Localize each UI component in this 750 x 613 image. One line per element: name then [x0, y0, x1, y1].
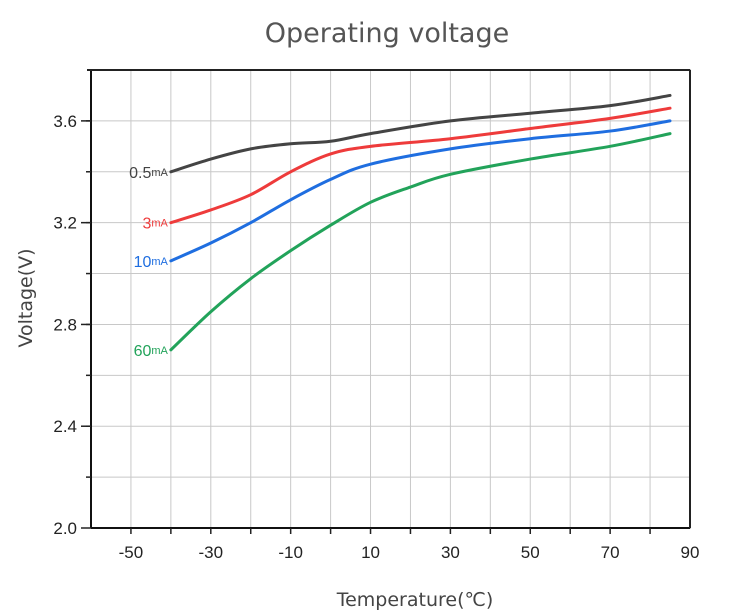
- series-label-60mA: 60mA: [134, 343, 169, 360]
- plot-frame: [90, 69, 691, 529]
- series-label-value: 0.5: [129, 165, 151, 182]
- series-line-3mA: [169, 106, 672, 225]
- y-tick-label: 3.6: [53, 112, 77, 131]
- y-tick-label: 2.8: [53, 315, 77, 334]
- series-label-value: 60: [134, 343, 152, 360]
- x-tick-label: 70: [601, 543, 620, 562]
- series-label-10mA: 10mA: [134, 254, 169, 271]
- series-label-value: 10: [134, 254, 152, 271]
- y-tick-label: 3.2: [53, 214, 77, 233]
- x-tick-label: -10: [278, 543, 303, 562]
- series-label-unit: mA: [151, 218, 168, 230]
- x-axis-ticks: -50 -30 -10 10 30 50 70 90: [119, 528, 700, 562]
- y-tick-label: 2.4: [53, 417, 77, 436]
- chart-title: Operating voltage: [265, 18, 509, 49]
- x-tick-label: 10: [361, 543, 380, 562]
- series-label-3mA: 3mA: [142, 216, 168, 233]
- series-label-unit: mA: [151, 256, 168, 268]
- x-tick-label: -30: [199, 543, 224, 562]
- y-tick-label: 2.0: [53, 519, 77, 538]
- y-axis-label: Voltage(V): [15, 248, 37, 347]
- series-line-60mA: [169, 132, 672, 352]
- series-label-0.5mA: 0.5mA: [129, 165, 168, 182]
- x-tick-label: -50: [119, 543, 144, 562]
- series-label-unit: mA: [151, 167, 168, 179]
- x-axis-label: Temperature(℃): [336, 589, 494, 611]
- series-line-0.5mA: [169, 93, 672, 174]
- axes: [87, 69, 691, 529]
- x-tick-label: 90: [681, 543, 700, 562]
- series-label-unit: mA: [151, 345, 168, 357]
- y-axis-ticks: 2.0 2.4 2.8 3.2 3.6: [53, 112, 91, 538]
- grid: [91, 70, 690, 528]
- series-lines: [169, 93, 672, 352]
- series-line-10mA: [169, 119, 672, 263]
- x-tick-label: 30: [441, 543, 460, 562]
- series-label-value: 3: [142, 216, 151, 233]
- x-tick-label: 50: [521, 543, 540, 562]
